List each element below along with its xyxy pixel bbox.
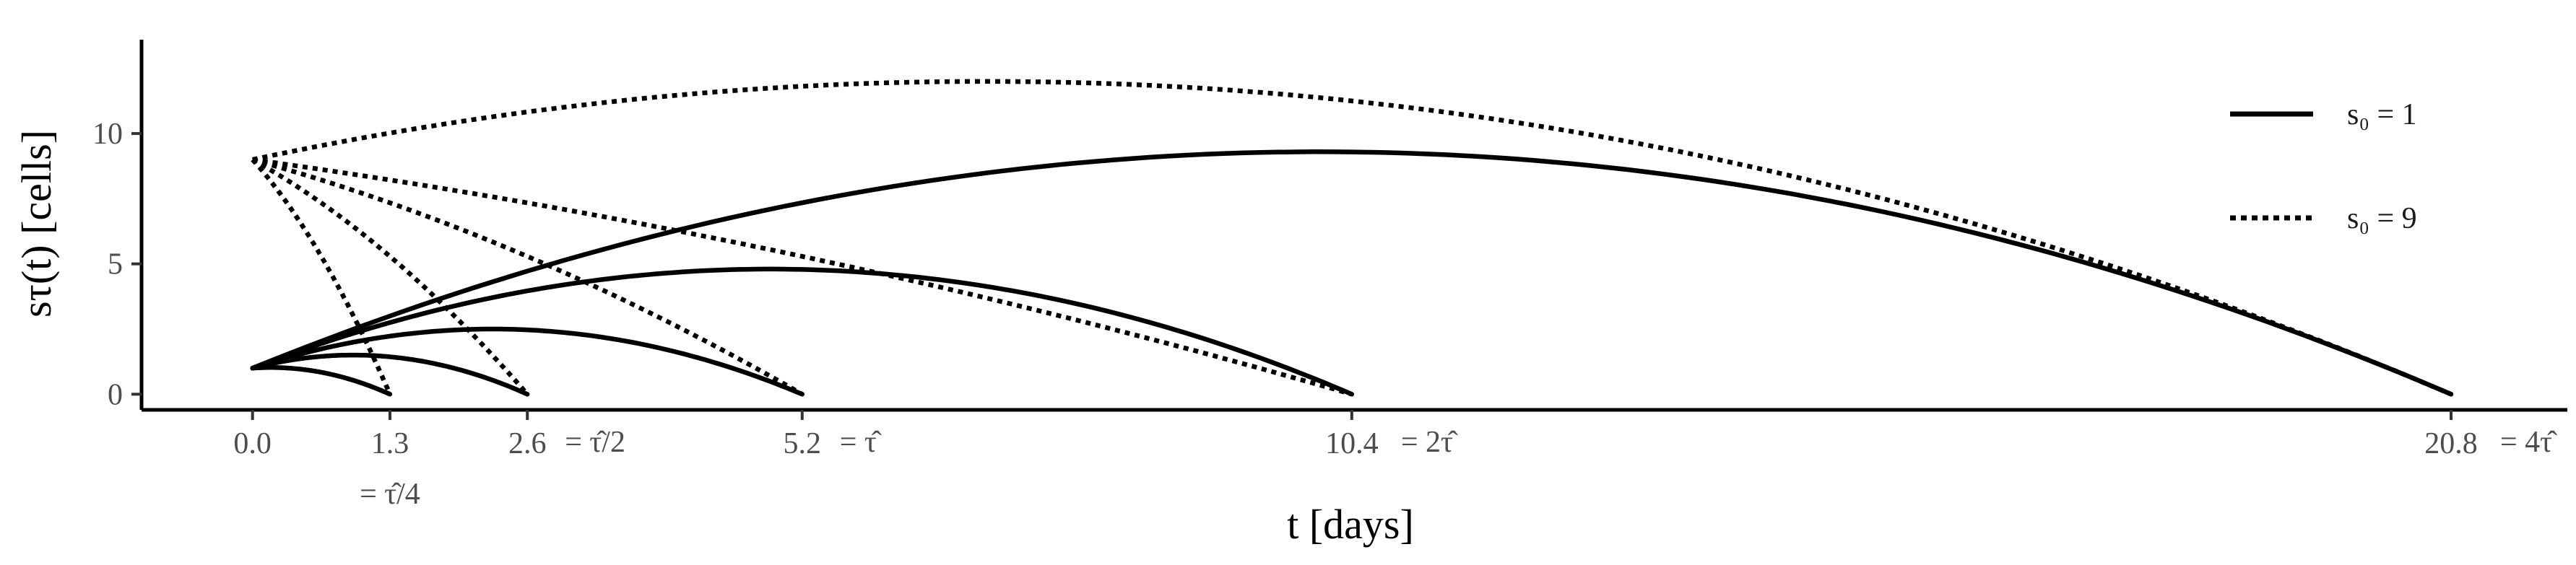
series-2-curve-4: [252, 157, 1353, 397]
y-tick-label: 0: [108, 378, 123, 411]
series-1-curve-3: [250, 326, 805, 397]
x-tick-annotation: = 2τ̂: [1401, 426, 1458, 459]
x-tick-label: 0.0: [233, 427, 272, 460]
y-axis-title: sτ(t) [cells]: [13, 130, 60, 317]
legend-label-1: s₀ = 1: [2347, 98, 2417, 131]
x-tick-label: 1.3: [371, 427, 409, 460]
curve-layer: [250, 79, 2454, 397]
series-1-curve-2: [250, 352, 530, 397]
series-1-curve-4: [250, 266, 1355, 397]
x-tick-label: 2.6: [508, 427, 547, 460]
x-tick-label: 10.4: [1325, 427, 1379, 460]
x-tick-annotation: = 4τ̂: [2500, 426, 2557, 459]
y-tick-label: 5: [108, 248, 123, 281]
series-1-curve-1: [250, 365, 393, 397]
x-tick-annotation: = τ̂: [840, 426, 882, 459]
series-2-curve-2: [251, 157, 529, 396]
x-tick-label: 20.8: [2424, 427, 2478, 460]
series-2-curve-5: [252, 79, 2453, 397]
legend-label-2: s₀ = 9: [2347, 202, 2417, 235]
series-2-curve-3: [251, 157, 804, 397]
x-axis-title: t [days]: [1287, 501, 1414, 548]
x-tick-annotation: = τ̂/4: [360, 478, 420, 511]
x-tick-label: 5.2: [784, 427, 822, 460]
axis-layer: [139, 40, 2567, 412]
legend: s₀ = 1 s₀ = 9: [2230, 98, 2417, 235]
x-tick-annotation: = τ̂/2: [565, 426, 625, 459]
series-1-curve-5: [250, 149, 2454, 397]
tick-layer: 0 5 10 0.0 1.3 = τ̂/4 2.6 = τ̂/2 5.2 = τ̂ 10.4 = 2τ…: [92, 118, 2557, 511]
y-tick-label: 10: [92, 118, 123, 151]
